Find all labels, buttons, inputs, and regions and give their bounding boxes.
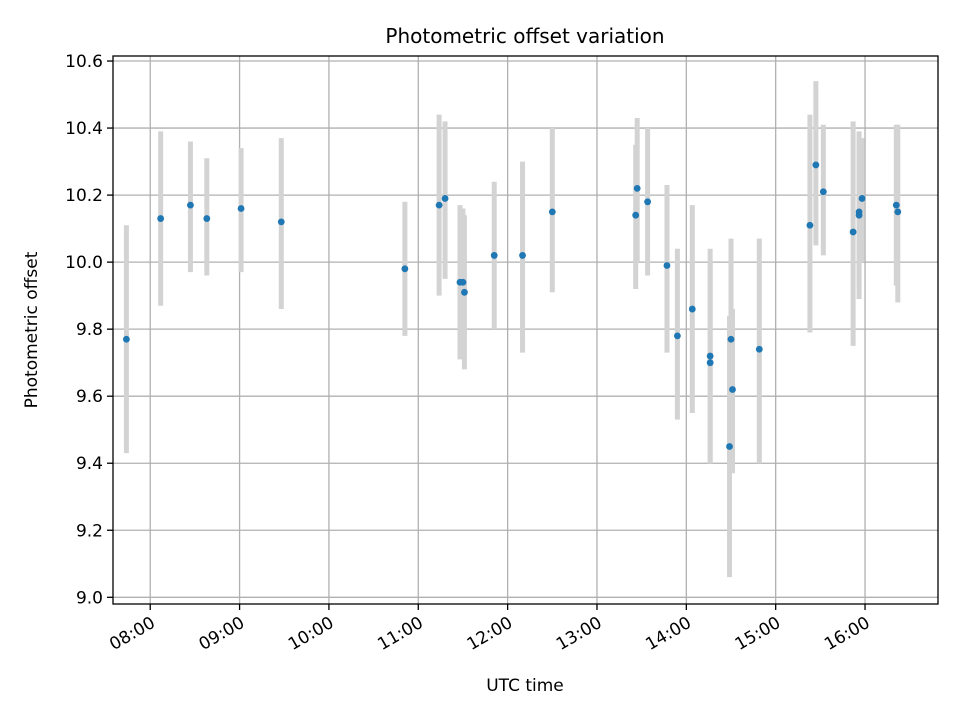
data-point bbox=[755, 345, 763, 353]
y-tick-label: 9.0 bbox=[76, 588, 103, 608]
x-tick-label: 11:00 bbox=[374, 613, 426, 655]
data-point bbox=[806, 221, 814, 229]
data-point bbox=[673, 332, 681, 340]
data-point bbox=[706, 352, 714, 360]
x-tick-label: 10:00 bbox=[285, 613, 337, 655]
y-tick-label: 9.4 bbox=[76, 454, 103, 474]
data-point bbox=[858, 195, 866, 202]
x-tick-label: 15:00 bbox=[732, 613, 784, 655]
x-tick-label: 12:00 bbox=[464, 613, 516, 655]
y-tick-label: 9.8 bbox=[76, 320, 103, 340]
y-tick-label: 10.4 bbox=[65, 119, 103, 139]
x-tick-label: 08:00 bbox=[106, 613, 158, 655]
x-tick-label: 14:00 bbox=[642, 613, 694, 655]
data-point bbox=[849, 228, 857, 236]
data-point bbox=[490, 252, 498, 259]
chart-title: Photometric offset variation bbox=[385, 24, 664, 48]
x-tick-label: 13:00 bbox=[553, 613, 605, 655]
data-point bbox=[632, 211, 640, 219]
y-tick-label: 9.6 bbox=[76, 387, 103, 407]
y-tick-label: 9.2 bbox=[76, 521, 103, 541]
data-point bbox=[894, 208, 902, 216]
data-point bbox=[519, 252, 526, 259]
data-point bbox=[727, 335, 735, 343]
y-tick-label: 10.0 bbox=[65, 253, 103, 273]
y-tick-label: 10.2 bbox=[65, 186, 103, 206]
y-tick-label: 10.6 bbox=[65, 52, 103, 72]
data-point bbox=[548, 208, 556, 216]
data-point bbox=[237, 205, 245, 212]
data-point bbox=[459, 278, 467, 286]
data-point bbox=[819, 188, 827, 196]
data-point bbox=[157, 215, 165, 222]
point-layer bbox=[123, 161, 902, 450]
data-point bbox=[688, 305, 696, 313]
grid-layer bbox=[113, 56, 938, 604]
data-point bbox=[277, 218, 285, 226]
data-point bbox=[729, 386, 736, 393]
x-axis-title: UTC time bbox=[486, 676, 564, 696]
data-point bbox=[892, 201, 900, 209]
data-point bbox=[812, 161, 820, 169]
data-point bbox=[633, 184, 641, 192]
data-point bbox=[706, 359, 714, 367]
data-point bbox=[644, 198, 652, 206]
data-point bbox=[663, 262, 671, 269]
data-point bbox=[187, 201, 194, 209]
data-point bbox=[441, 195, 449, 202]
data-point bbox=[855, 211, 863, 219]
data-point bbox=[401, 265, 409, 273]
y-axis-title: Photometric offset bbox=[22, 251, 42, 408]
data-point bbox=[203, 215, 211, 222]
data-point bbox=[461, 288, 468, 296]
data-point bbox=[435, 201, 443, 209]
data-point bbox=[726, 443, 733, 450]
x-tick-label: 16:00 bbox=[821, 613, 873, 655]
tick-layer: 08:00 09:00 10:00 11:00 12:00 13:00 14:00 15:00… bbox=[65, 52, 873, 655]
x-tick-label: 09:00 bbox=[196, 613, 248, 655]
data-point bbox=[123, 335, 130, 343]
plot-frame bbox=[112, 55, 939, 605]
